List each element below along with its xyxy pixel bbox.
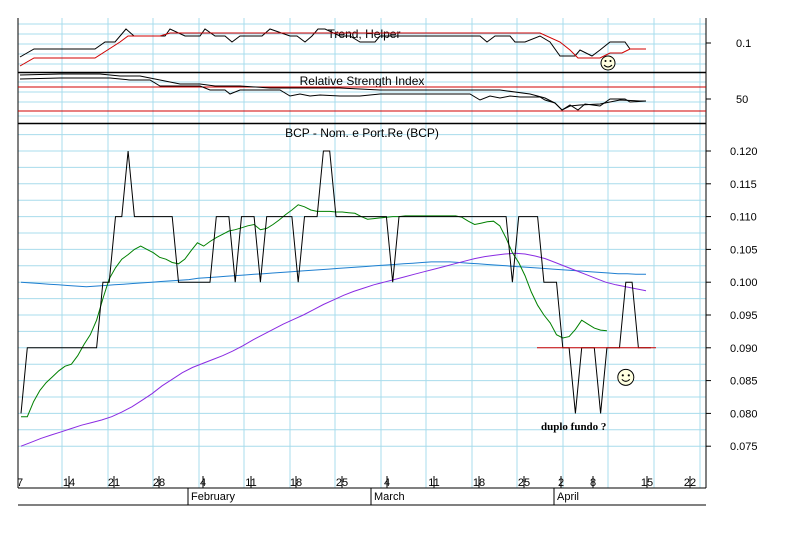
- rsi-panel: Relative Strength Index 50: [18, 73, 748, 112]
- annotation-layer: duplo fundo ? ☺: [541, 368, 635, 433]
- trend-panel-title: Trend, Helper: [328, 27, 401, 41]
- series-line-ma-green: [21, 204, 607, 418]
- rsi-line-2: [19, 73, 646, 111]
- series-layer: [20, 150, 656, 447]
- rsi-line-1: [19, 77, 647, 111]
- x-day-label: 25: [336, 477, 348, 489]
- x-day-label: 2: [558, 477, 564, 489]
- smiley-icon: ☺: [617, 368, 635, 386]
- y-tick-label: 0.105: [730, 244, 758, 256]
- y-axis: 0.120 0.115 0.110 0.105 0.100 0.095 0.090 0.085…: [706, 42, 758, 453]
- x-day-label: 4: [384, 477, 390, 489]
- trend-red-line: [19, 32, 646, 67]
- y-tick-label: 0.115: [730, 179, 757, 191]
- y-tick-label: 0.085: [730, 376, 758, 388]
- series-line-price: [20, 150, 651, 414]
- price-panel: BCP - Nom. e Port.Re (BCP) duplo fundo ?…: [20, 42, 758, 453]
- x-day-label: 14: [63, 477, 75, 489]
- x-month-label: April: [557, 491, 579, 503]
- x-day-label: 7: [17, 477, 23, 489]
- y-tick-label: 0.080: [730, 408, 758, 420]
- frame: [17, 18, 707, 506]
- x-day-label: 25: [518, 477, 530, 489]
- trend-panel: Trend, Helper 0.1: [19, 27, 751, 71]
- series-line-ma-blue: [20, 261, 646, 288]
- y-tick-label: 0.110: [730, 212, 757, 224]
- x-day-label: 18: [290, 477, 302, 489]
- x-day-label: 21: [108, 477, 120, 489]
- x-day-label: 18: [473, 477, 485, 489]
- grid: [18, 18, 706, 488]
- rsi-tick-label: 50: [736, 94, 748, 106]
- x-day-label: 28: [153, 477, 165, 489]
- rsi-panel-title: Relative Strength Index: [300, 74, 425, 88]
- smiley-icon: [600, 55, 616, 71]
- y-tick-label: 0.100: [730, 277, 758, 289]
- chart-title: BCP - Nom. e Port.Re (BCP): [285, 126, 439, 140]
- x-day-label: 15: [641, 477, 653, 489]
- x-day-label: 8: [590, 477, 596, 489]
- x-day-label: 11: [245, 477, 256, 489]
- x-day-label: 22: [684, 477, 696, 489]
- y-tick-label: 0.120: [730, 146, 758, 158]
- annotation-label: duplo fundo ?: [541, 421, 606, 433]
- y-tick-label: 0.090: [730, 343, 758, 355]
- y-tick-label: 0.075: [730, 441, 758, 453]
- y-tick-label: 0.095: [730, 310, 758, 322]
- x-month-label: February: [191, 491, 236, 503]
- x-month-label: March: [374, 491, 405, 503]
- x-day-label: 4: [200, 477, 206, 489]
- trend-tick-label: 0.1: [736, 38, 751, 50]
- x-day-label: 11: [428, 477, 439, 489]
